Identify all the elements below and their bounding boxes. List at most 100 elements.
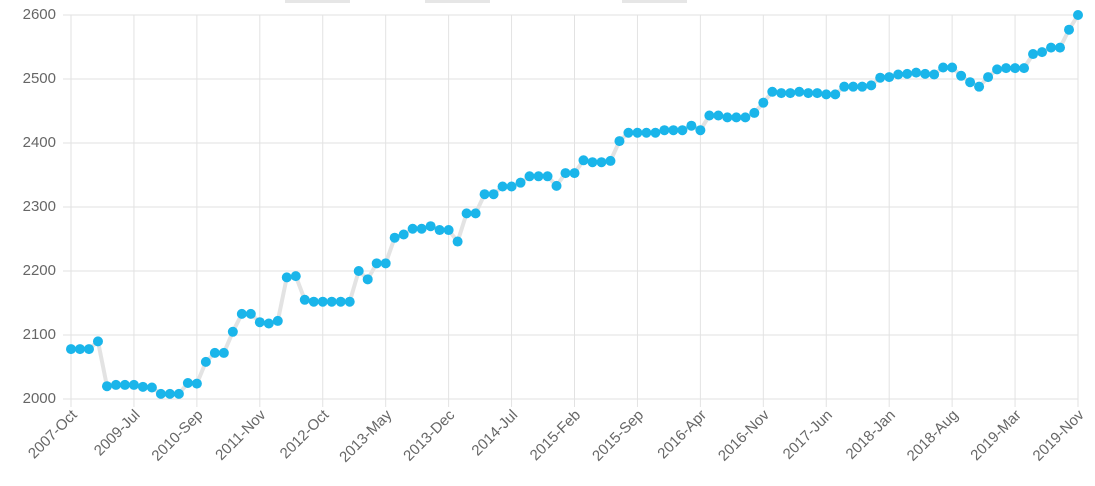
point [371,258,382,269]
x-tick-label: 2012-Oct [277,406,333,462]
point [83,344,94,355]
point [119,379,130,390]
x-tick-label: 2018-Jan [843,407,899,463]
legend-box [285,0,350,3]
point [110,379,121,390]
x-tick-label: 2017-Jun [780,407,836,463]
x-tick-label: 2015-Feb [527,407,584,464]
point [1055,42,1066,53]
point [722,112,733,123]
point [551,180,562,191]
point [614,136,625,147]
point [254,317,265,328]
point [587,157,598,168]
point [686,120,697,131]
point [488,189,499,200]
x-tick-label: 2016-Nov [715,406,773,464]
point [281,272,292,283]
point [578,155,589,166]
y-tick-label: 2000 [23,390,56,407]
legend-box [622,0,687,3]
point [749,107,760,118]
point [533,171,544,182]
y-tick-label: 2100 [23,326,56,343]
point [659,125,670,136]
point [497,181,508,192]
point [443,225,454,236]
point [596,157,607,168]
point [74,344,85,355]
point [1037,47,1048,58]
point [1028,49,1039,60]
point [866,80,877,91]
point [812,88,823,99]
point [146,382,157,393]
point [1019,63,1030,74]
point [884,72,895,83]
point [101,381,112,392]
point [641,127,652,138]
point [668,125,679,136]
y-tick-label: 2300 [23,198,56,215]
point [983,72,994,83]
point [974,81,985,92]
point [434,225,445,236]
point [542,171,553,182]
x-tick-label: 2010-Sep [148,407,206,465]
point [1046,42,1057,53]
point [209,347,220,358]
point [335,296,346,307]
point [308,296,319,307]
point [731,112,742,123]
point [398,229,409,240]
point [164,388,175,399]
point [758,97,769,108]
x-tick-label: 2016-Apr [654,407,710,463]
point [902,68,913,79]
point [227,326,238,337]
point [452,236,463,247]
point [911,67,922,78]
point [605,155,616,166]
point [155,388,166,399]
point [965,77,976,88]
y-tick-label: 2200 [23,262,56,279]
point [66,344,76,355]
point [569,168,580,179]
point [677,125,688,136]
point [272,315,283,326]
point [470,208,481,219]
x-tick-label: 2013-Dec [400,406,458,464]
point [245,308,256,319]
point [704,110,715,121]
x-tick-label: 2009-Jul [91,407,144,460]
point [875,72,886,83]
point [236,308,247,319]
point [848,81,859,92]
point [506,181,517,192]
point [128,379,139,390]
point [461,208,472,219]
point [803,88,814,99]
x-tick-label: 2019-Nov [1030,406,1088,464]
point [650,127,661,138]
y-tick-label: 2600 [23,6,56,23]
point [515,177,526,188]
point [929,69,940,80]
point [380,258,391,269]
point [425,221,436,232]
point [560,168,571,179]
point [893,69,904,80]
point [1010,63,1021,74]
x-tick-label: 2019-Mar [967,407,1024,464]
point [317,296,328,307]
point [794,86,805,97]
point [1064,24,1075,35]
point [1001,63,1012,74]
point [326,296,337,307]
point [821,89,832,100]
point [182,378,193,388]
point [776,88,787,99]
point [938,62,949,73]
